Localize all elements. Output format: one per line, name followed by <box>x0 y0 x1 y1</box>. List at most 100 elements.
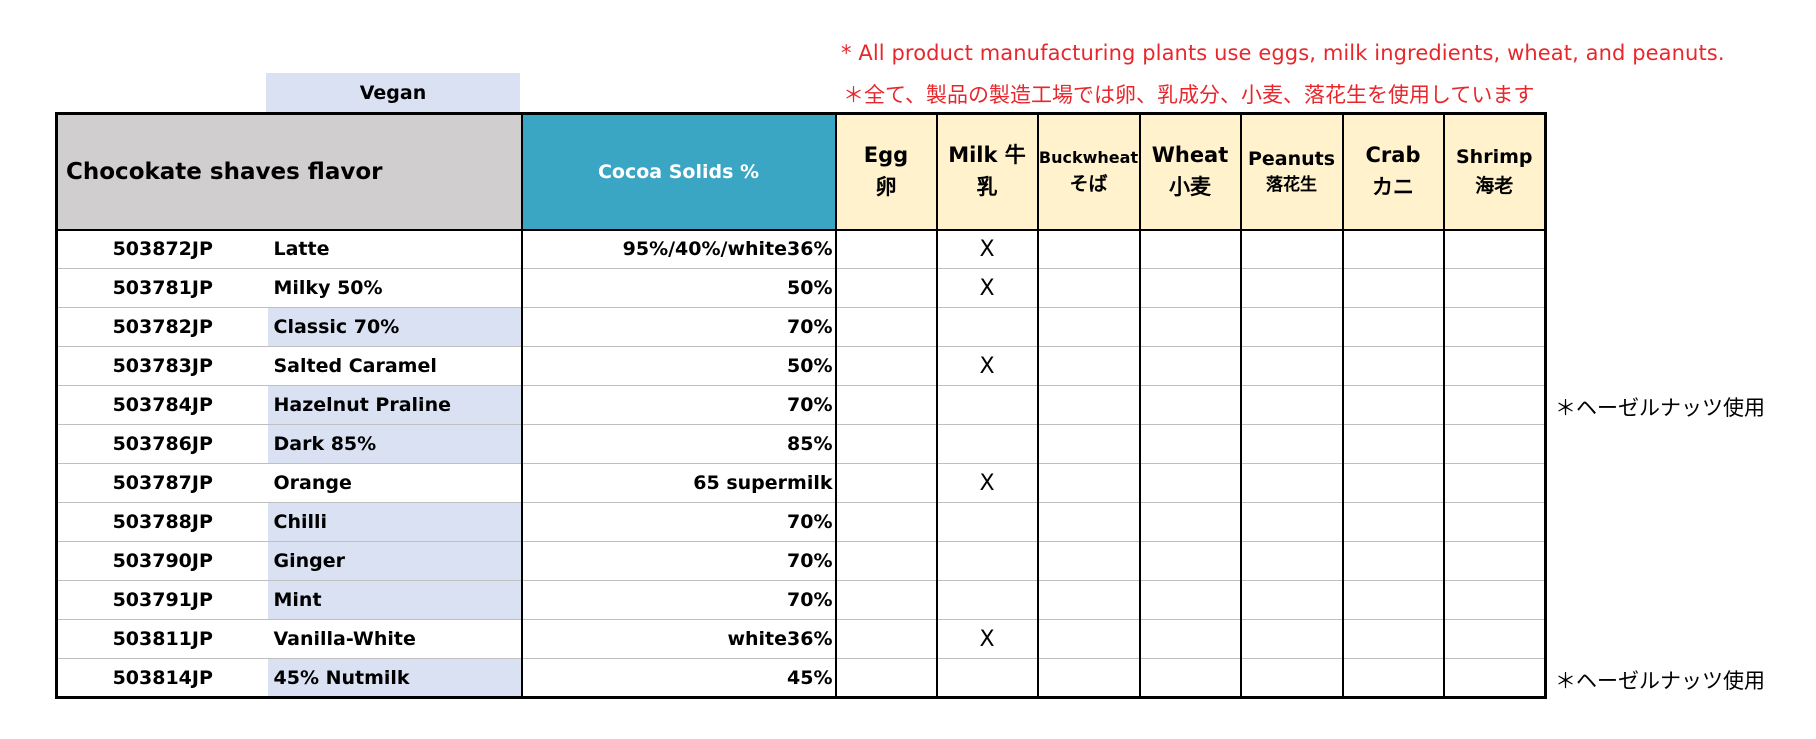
flavor-name: Ginger <box>267 541 523 581</box>
milk-mark <box>936 385 1039 425</box>
flavor-name: Orange <box>267 463 523 503</box>
peanuts-mark <box>1240 229 1344 269</box>
crab-mark <box>1342 541 1445 581</box>
table-row: 503784JP Hazelnut Praline 70% <box>56 385 1546 425</box>
egg-mark <box>835 307 938 347</box>
table-row: 503788JP Chilli 70% <box>56 502 1546 542</box>
cocoa-solids-value: 70% <box>521 307 837 347</box>
crab-mark <box>1342 619 1445 659</box>
product-code: 503784JP <box>56 385 268 425</box>
milk-header-en: Milk 牛 <box>948 143 1026 168</box>
egg-mark <box>835 346 938 386</box>
peanuts-header-jp: 落花生 <box>1266 175 1317 196</box>
crab-mark <box>1342 658 1445 698</box>
buckwheat-mark <box>1037 424 1141 464</box>
wheat-header-jp: 小麦 <box>1169 174 1211 199</box>
crab-mark <box>1342 580 1445 620</box>
flavor-name: Hazelnut Praline <box>267 385 523 425</box>
egg-mark <box>835 229 938 269</box>
egg-mark <box>835 424 938 464</box>
shrimp-mark <box>1443 541 1546 581</box>
flavor-name: Chilli <box>267 502 523 542</box>
milk-mark: X <box>936 619 1039 659</box>
shrimp-mark <box>1443 502 1546 542</box>
buckwheat-mark <box>1037 580 1141 620</box>
buckwheat-mark <box>1037 541 1141 581</box>
table-row: 503786JP Dark 85% 85% <box>56 424 1546 464</box>
cocoa-column-header: Cocoa Solids % <box>521 113 837 231</box>
peanuts-mark <box>1240 541 1344 581</box>
egg-mark <box>835 268 938 308</box>
product-code: 503788JP <box>56 502 268 542</box>
table-row: 503814JP 45% Nutmilk 45% <box>57 658 1546 698</box>
product-code: 503786JP <box>56 424 268 464</box>
buckwheat-mark <box>1037 307 1141 347</box>
table-row: 503787JP Orange 65 supermilk X <box>56 463 1546 503</box>
buckwheat-header-jp: そば <box>1069 172 1108 195</box>
crab-mark <box>1342 229 1445 269</box>
table-row: 503811JP Vanilla-White white36% X <box>56 619 1546 659</box>
buckwheat-mark <box>1037 268 1141 308</box>
shrimp-mark <box>1443 619 1546 659</box>
peanuts-mark <box>1240 307 1344 347</box>
cocoa-solids-value: 50% <box>521 346 837 386</box>
table-row: 503790JP Ginger 70% <box>56 541 1546 581</box>
allergen-table: Chocokate shaves flavor Cocoa Solids % E… <box>55 112 1547 699</box>
crab-mark <box>1342 346 1445 386</box>
wheat-mark <box>1139 580 1242 620</box>
buckwheat-header-en: Buckwheat <box>1038 147 1139 167</box>
peanuts-mark <box>1240 385 1344 425</box>
milk-mark <box>936 658 1039 698</box>
buckwheat-mark <box>1037 229 1141 269</box>
wheat-mark <box>1139 385 1242 425</box>
egg-mark <box>835 619 938 659</box>
peanuts-mark <box>1240 658 1344 698</box>
hazelnut-note: ＊ヘーゼルナッツ使用 <box>1555 669 1765 693</box>
wheat-column-header: Wheat 小麦 <box>1139 113 1242 231</box>
flavor-column-header: Chocokate shaves flavor <box>56 113 523 231</box>
crab-header-en: Crab <box>1365 143 1421 168</box>
shrimp-mark <box>1443 268 1546 308</box>
shrimp-mark <box>1443 463 1546 503</box>
buckwheat-mark <box>1037 619 1141 659</box>
cocoa-solids-value: 85% <box>521 424 837 464</box>
buckwheat-mark <box>1037 463 1141 503</box>
milk-mark: X <box>936 229 1039 269</box>
allergen-note-english: * All product manufacturing plants use e… <box>841 41 1725 65</box>
product-code: 503814JP <box>112 666 213 689</box>
cocoa-solids-value: 70% <box>521 541 837 581</box>
vegan-label: Vegan <box>359 82 427 104</box>
wheat-mark <box>1139 541 1242 581</box>
flavor-name: Salted Caramel <box>267 346 523 386</box>
shrimp-mark <box>1443 346 1546 386</box>
buckwheat-column-header: Buckwheat そば <box>1037 113 1141 231</box>
crab-header-jp: カニ <box>1372 174 1414 199</box>
wheat-mark <box>1139 307 1242 347</box>
egg-mark <box>835 502 938 542</box>
cocoa-solids-value: 95%/40%/white36% <box>521 229 837 269</box>
table-row: 503791JP Mint 70% <box>56 580 1546 620</box>
peanuts-mark <box>1240 424 1344 464</box>
egg-column-header: Egg 卵 <box>835 113 938 231</box>
shrimp-mark <box>1443 229 1546 269</box>
peanuts-mark <box>1240 502 1344 542</box>
flavor-name: Vanilla-White <box>267 619 523 659</box>
shrimp-header-jp: 海老 <box>1475 174 1514 197</box>
product-code: 503781JP <box>56 268 268 308</box>
allergen-note-japanese: ＊全て、製品の製造工場では卵、乳成分、小麦、落花生を使用しています <box>843 83 1535 107</box>
shrimp-header-en: Shrimp <box>1456 146 1533 169</box>
shrimp-mark <box>1443 307 1546 347</box>
product-code: 503787JP <box>56 463 268 503</box>
product-code: 503791JP <box>56 580 268 620</box>
product-code: 503790JP <box>56 541 268 581</box>
egg-mark <box>835 658 938 698</box>
cocoa-solids-value: 70% <box>521 502 837 542</box>
shrimp-mark <box>1443 580 1546 620</box>
wheat-mark <box>1139 502 1242 542</box>
flavor-name: Latte <box>267 229 523 269</box>
cocoa-solids-value: 70% <box>521 385 837 425</box>
flavor-name: Dark 85% <box>267 424 523 464</box>
buckwheat-mark <box>1037 385 1141 425</box>
wheat-mark <box>1139 424 1242 464</box>
table-row: 503782JP Classic 70% 70% <box>56 307 1546 347</box>
